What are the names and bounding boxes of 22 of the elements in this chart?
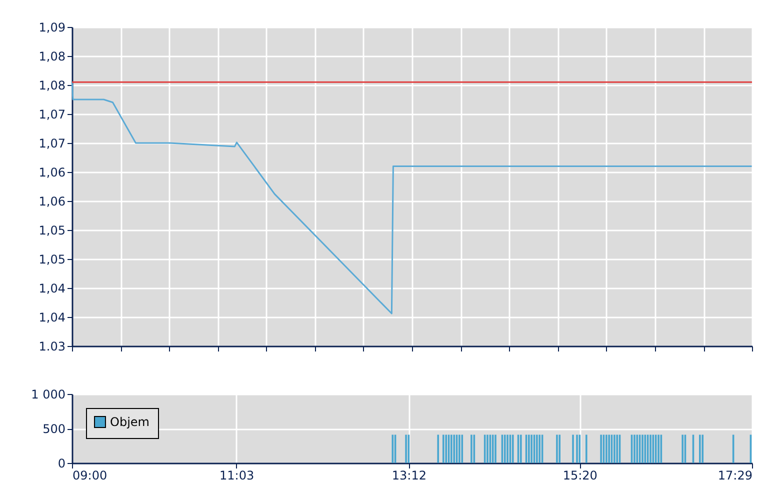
y-tick-label: 1,09 (38, 20, 66, 34)
y-tick-label: 1,04 (38, 282, 66, 296)
y-tick-label: 1.03 (38, 340, 66, 354)
legend-label: Objem (110, 415, 150, 429)
y-tick-label: 1,07 (38, 136, 66, 150)
y-tick-label: 1,07 (38, 108, 66, 122)
y-tick-label: 1,05 (38, 224, 66, 238)
y-tick-label: 0 (58, 456, 66, 470)
x-tick-label: 11:03 (220, 468, 254, 482)
y-tick-label: 1 000 (31, 388, 66, 402)
y-tick-label: 1,06 (38, 194, 66, 208)
y-tick-label: 1,08 (38, 50, 66, 64)
x-tick-label: 09:00 (72, 468, 108, 482)
y-tick-label: 1,06 (38, 166, 66, 180)
x-tick-label: 17:29 (718, 468, 752, 482)
y-tick-label: 1,08 (38, 78, 66, 92)
y-tick-label: 1,05 (38, 252, 66, 266)
x-tick-label: 13:12 (392, 468, 426, 482)
y-tick-label: 1,04 (38, 310, 66, 324)
y-tick-label: 500 (42, 422, 66, 436)
x-tick-label: 15:20 (562, 468, 598, 482)
line-series (71, 80, 753, 314)
